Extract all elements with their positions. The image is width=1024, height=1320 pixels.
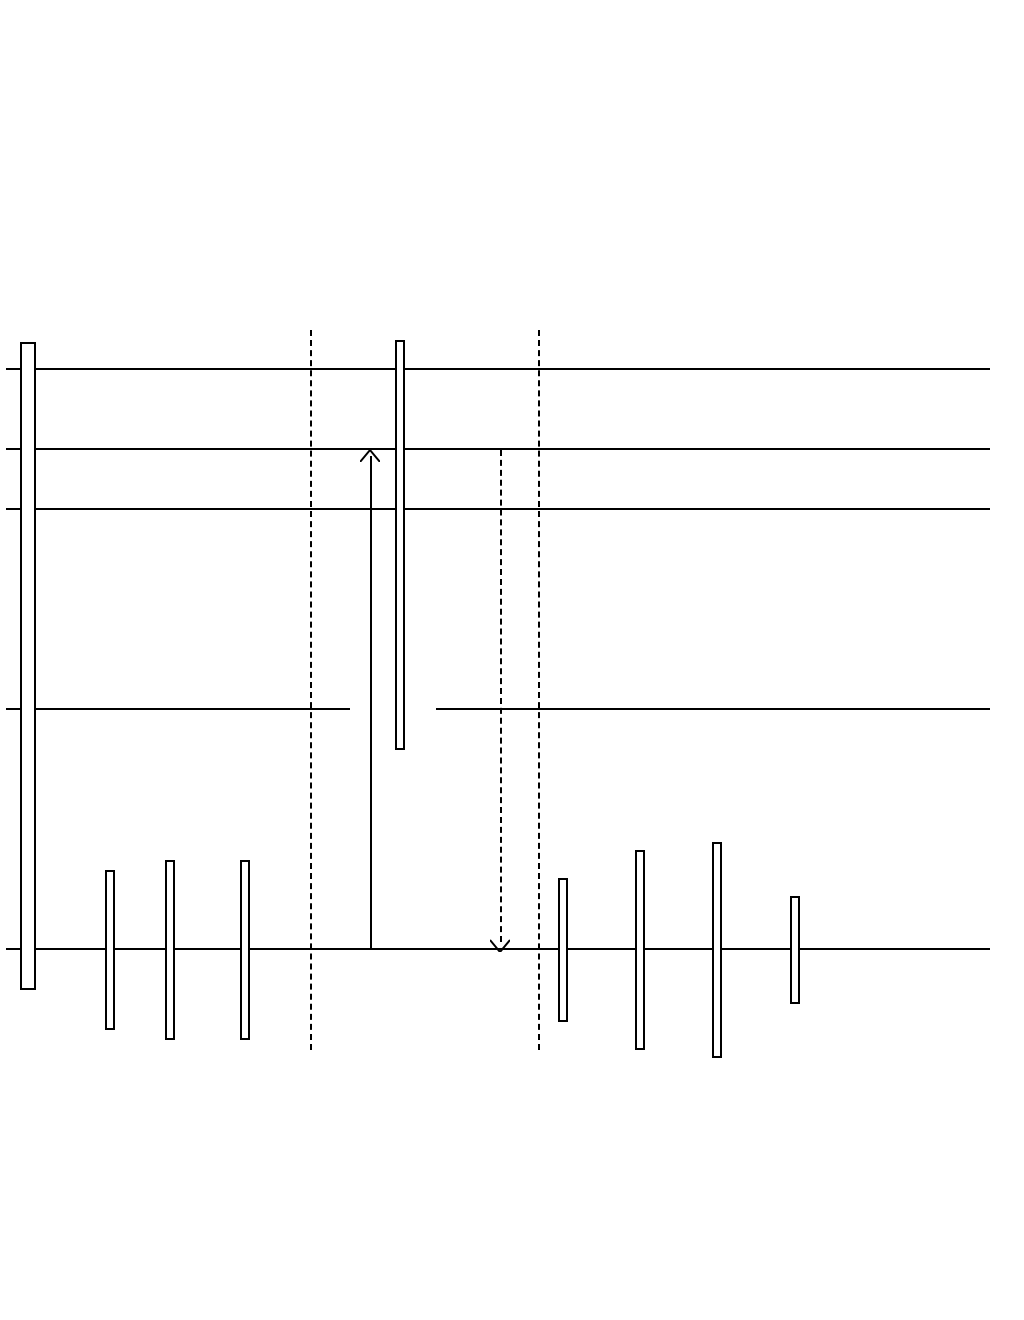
lifeline-100c-upper bbox=[6, 708, 350, 710]
maintenance-msg-box bbox=[395, 340, 405, 750]
lifeline-110c bbox=[6, 508, 990, 510]
step-810-box bbox=[558, 878, 568, 1022]
step-816-box bbox=[790, 896, 800, 1004]
process-box bbox=[20, 342, 36, 990]
step-814-box bbox=[712, 842, 722, 1058]
lifeline-100c-lower bbox=[436, 708, 990, 710]
page-root bbox=[0, 0, 1024, 1320]
step-812-box bbox=[635, 850, 645, 1050]
arrowhead-806 bbox=[360, 448, 380, 462]
arrow-808 bbox=[500, 450, 502, 942]
divider-2 bbox=[538, 330, 540, 1050]
divider-1 bbox=[310, 330, 312, 1050]
lifeline-ct bbox=[6, 368, 990, 370]
lifeline-120c bbox=[6, 448, 990, 450]
arrowhead-808 bbox=[490, 938, 510, 952]
step-802-box bbox=[165, 860, 175, 1040]
arrow-806 bbox=[370, 456, 372, 950]
exceptional-scenario-box bbox=[105, 870, 115, 1030]
sequence-diagram bbox=[50, 310, 990, 1010]
step-804-box bbox=[240, 860, 250, 1040]
